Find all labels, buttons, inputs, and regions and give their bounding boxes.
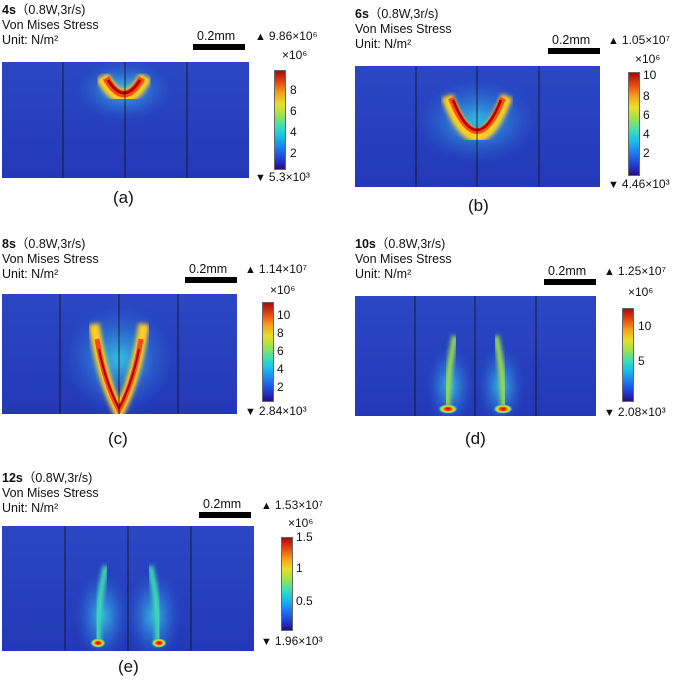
colorbar-tick: 8 xyxy=(643,89,650,103)
colorbar-tick: 8 xyxy=(277,326,284,340)
colorbar-tick: 10 xyxy=(277,308,291,322)
colorbar xyxy=(622,308,634,402)
unit-label: Unit: N/m² xyxy=(2,33,59,47)
panel-header: 12s（0.8W,3r/s) Von Mises Stress Unit: N/… xyxy=(2,471,99,516)
colorbar xyxy=(274,70,286,170)
colorbar-min: ▼ 5.3×10³ xyxy=(255,170,310,184)
params-label: （0.8W,3r/s) xyxy=(368,7,439,21)
colorbar-tick: 6 xyxy=(643,108,650,122)
colorbar-tick: 4 xyxy=(290,125,297,139)
colorbar-tick: 2 xyxy=(643,146,650,160)
colorbar-tick: 10 xyxy=(638,319,652,333)
params-label: （0.8W,3r/s) xyxy=(22,471,93,485)
params-label: （0.8W,3r/s) xyxy=(15,237,86,251)
params-label: （0.8W,3r/s) xyxy=(15,3,86,17)
scalebar-label: 0.2mm xyxy=(189,262,228,276)
panel-header: 10s（0.8W,3r/s) Von Mises Stress Unit: N/… xyxy=(355,237,452,282)
colorbar-multiplier: ×10⁶ xyxy=(282,48,308,62)
colorbar-tick: 6 xyxy=(277,344,284,358)
colorbar-tick: 5 xyxy=(638,354,645,368)
colorbar xyxy=(628,72,640,176)
params-label: （0.8W,3r/s) xyxy=(375,237,446,251)
unit-label: Unit: N/m² xyxy=(355,267,412,281)
colorbar-tick: 8 xyxy=(290,83,297,97)
colorbar-min: ▼ 2.84×10³ xyxy=(245,404,307,418)
panel-header: 6s（0.8W,3r/s) Von Mises Stress Unit: N/m… xyxy=(355,7,452,52)
colorbar-max: ▲ 1.14×10⁷ xyxy=(245,262,307,276)
panel-header: 8s（0.8W,3r/s) Von Mises Stress Unit: N/m… xyxy=(2,237,99,282)
colorbar-tick: 1.5 xyxy=(296,530,313,544)
colorbar-tick: 2 xyxy=(277,380,284,394)
colorbar-tick: 1 xyxy=(296,561,303,575)
scalebar-label: 0.2mm xyxy=(548,264,587,278)
colorbar-min: ▼ 4.46×10³ xyxy=(608,177,670,191)
colorbar-min: ▼ 2.08×10³ xyxy=(604,405,666,419)
scalebar xyxy=(548,48,600,54)
quantity-label: Von Mises Stress xyxy=(2,486,99,500)
colorbar-max: ▲ 1.05×10⁷ xyxy=(608,33,670,47)
scalebar xyxy=(193,44,245,50)
time-label: 4s xyxy=(2,3,16,17)
time-label: 10s xyxy=(355,237,376,251)
scalebar-label: 0.2mm xyxy=(552,33,591,47)
colorbar-multiplier: ×10⁶ xyxy=(288,516,314,530)
scalebar-label: 0.2mm xyxy=(197,29,236,43)
time-label: 12s xyxy=(2,471,23,485)
colorbar-multiplier: ×10⁶ xyxy=(628,285,654,299)
colorbar-max: ▲ 9.86×10⁶ xyxy=(255,29,318,43)
colorbar-tick: 2 xyxy=(290,146,297,160)
colorbar-multiplier: ×10⁶ xyxy=(270,283,296,297)
unit-label: Unit: N/m² xyxy=(2,267,59,281)
colorbar-min: ▼ 1.96×10³ xyxy=(261,634,323,648)
colorbar-tick: 10 xyxy=(643,68,657,82)
colorbar-tick: 4 xyxy=(643,127,650,141)
time-label: 8s xyxy=(2,237,16,251)
stress-map xyxy=(355,296,596,416)
panel-caption: (d) xyxy=(465,429,486,448)
panel-caption: (c) xyxy=(108,429,128,448)
colorbar-tick: 0.5 xyxy=(296,594,313,608)
quantity-label: Von Mises Stress xyxy=(2,252,99,266)
scalebar-label: 0.2mm xyxy=(203,497,242,511)
panel-caption: (e) xyxy=(118,657,139,676)
time-label: 6s xyxy=(355,7,369,21)
stress-map xyxy=(355,66,600,187)
colorbar xyxy=(281,537,293,631)
colorbar-tick: 6 xyxy=(290,104,297,118)
scalebar xyxy=(185,277,237,283)
quantity-label: Von Mises Stress xyxy=(355,252,452,266)
colorbar-max: ▲ 1.53×10⁷ xyxy=(261,498,323,512)
colorbar-multiplier: ×10⁶ xyxy=(635,52,661,66)
stress-map xyxy=(2,62,249,178)
panel-header: 4s（0.8W,3r/s) Von Mises Stress Unit: N/m… xyxy=(2,3,99,48)
unit-label: Unit: N/m² xyxy=(355,37,412,51)
scalebar xyxy=(544,279,596,285)
colorbar-max: ▲ 1.25×10⁷ xyxy=(604,264,666,278)
panel-caption: (b) xyxy=(468,196,489,215)
unit-label: Unit: N/m² xyxy=(2,501,59,515)
quantity-label: Von Mises Stress xyxy=(355,22,452,36)
scalebar xyxy=(199,512,251,518)
colorbar-tick: 4 xyxy=(277,362,284,376)
stress-map xyxy=(2,526,254,651)
stress-map xyxy=(2,294,237,414)
colorbar xyxy=(262,302,274,402)
panel-caption: (a) xyxy=(113,188,134,207)
quantity-label: Von Mises Stress xyxy=(2,18,99,32)
